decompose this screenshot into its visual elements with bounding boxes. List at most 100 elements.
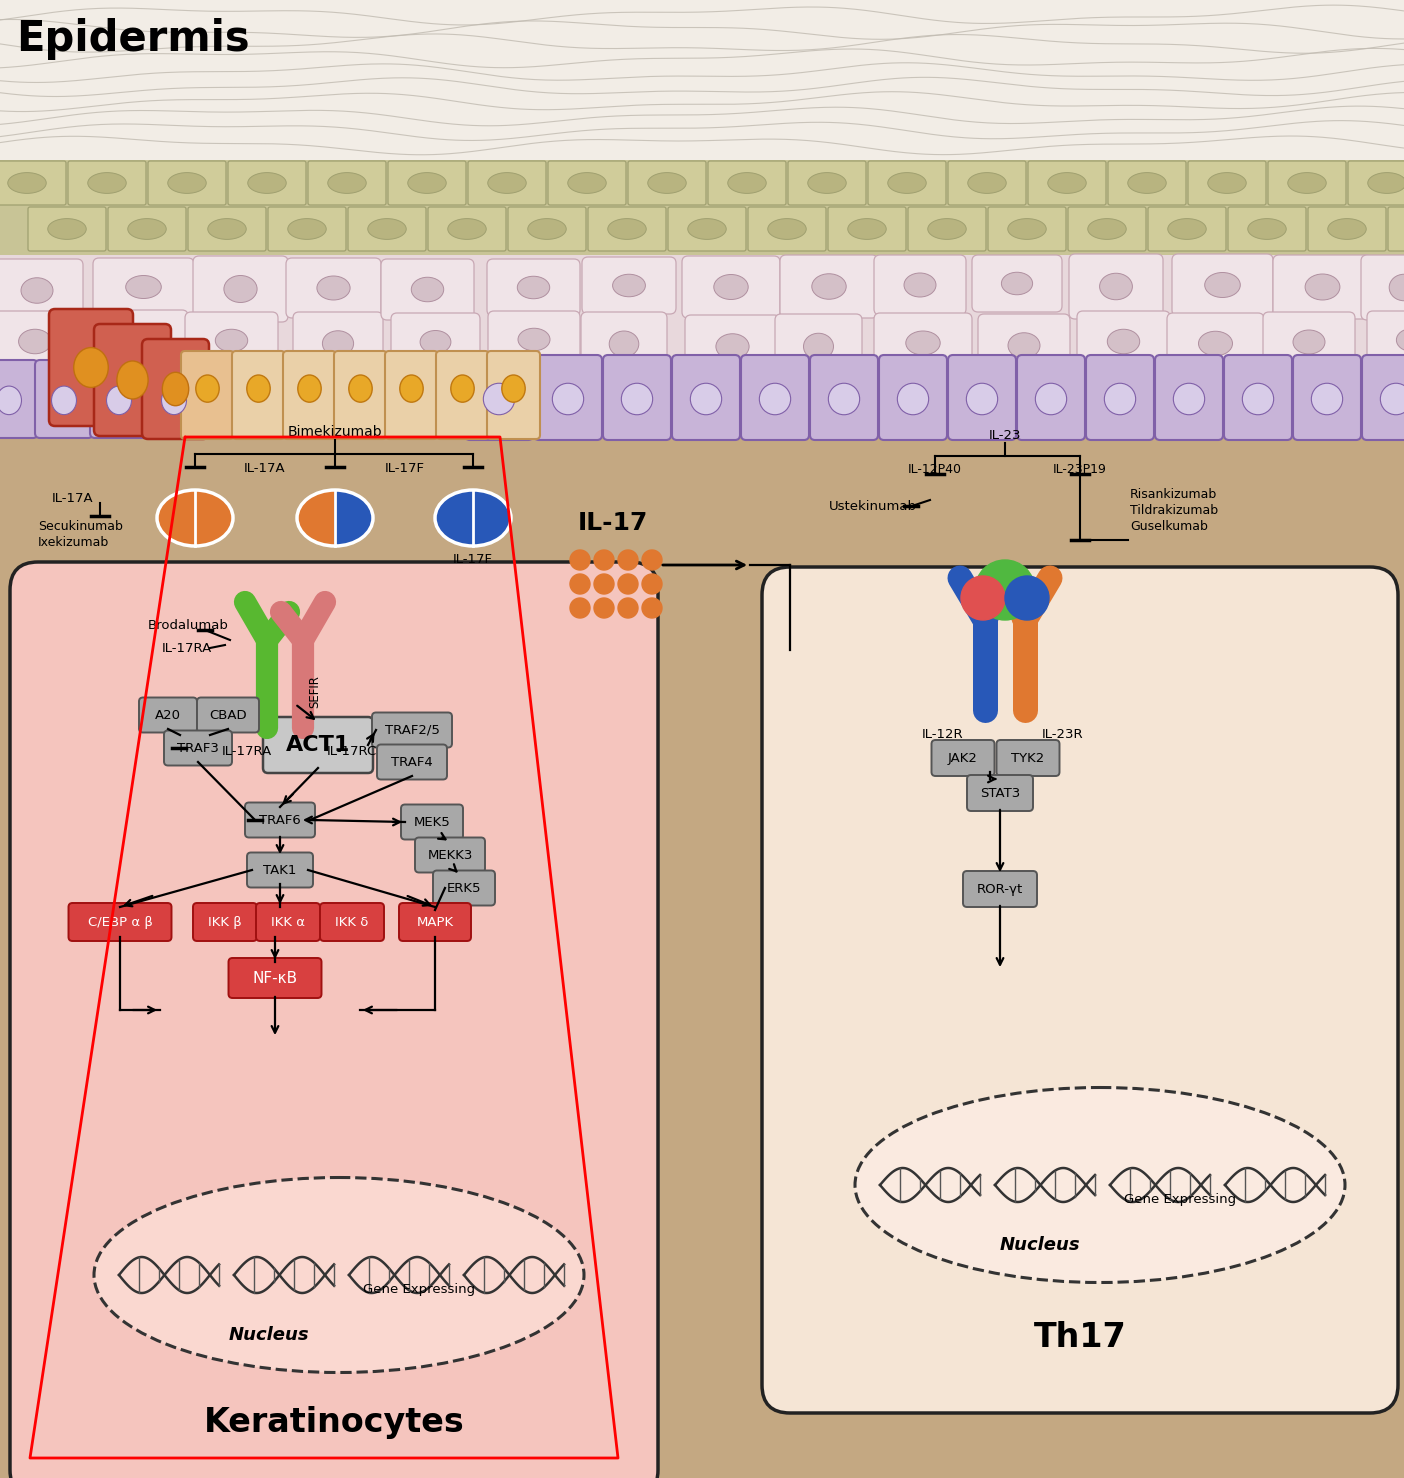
Ellipse shape <box>117 361 147 399</box>
Ellipse shape <box>1105 383 1136 415</box>
FancyBboxPatch shape <box>0 161 66 205</box>
Ellipse shape <box>1199 331 1233 356</box>
Ellipse shape <box>1248 219 1286 239</box>
Circle shape <box>594 599 614 618</box>
Circle shape <box>594 573 614 594</box>
FancyBboxPatch shape <box>35 361 93 437</box>
FancyBboxPatch shape <box>465 355 534 440</box>
Ellipse shape <box>24 386 53 409</box>
Ellipse shape <box>215 330 247 352</box>
FancyBboxPatch shape <box>602 355 671 440</box>
FancyBboxPatch shape <box>967 774 1033 811</box>
Text: IKK α: IKK α <box>271 915 305 928</box>
Ellipse shape <box>1400 387 1404 411</box>
Text: ACT1: ACT1 <box>286 735 350 755</box>
Ellipse shape <box>1207 173 1247 194</box>
Polygon shape <box>473 491 511 545</box>
Ellipse shape <box>1328 219 1366 239</box>
Text: Nucleus: Nucleus <box>1000 1236 1080 1253</box>
FancyBboxPatch shape <box>402 804 463 840</box>
Ellipse shape <box>1108 330 1140 353</box>
FancyBboxPatch shape <box>229 958 322 998</box>
FancyBboxPatch shape <box>247 853 313 887</box>
Ellipse shape <box>52 386 76 415</box>
Ellipse shape <box>848 219 886 239</box>
FancyBboxPatch shape <box>246 803 314 838</box>
Ellipse shape <box>804 386 840 409</box>
FancyBboxPatch shape <box>868 161 946 205</box>
FancyBboxPatch shape <box>1077 367 1172 429</box>
Circle shape <box>594 550 614 571</box>
Ellipse shape <box>966 383 998 415</box>
FancyBboxPatch shape <box>185 312 278 370</box>
Ellipse shape <box>208 219 246 239</box>
Text: IL-17F: IL-17F <box>385 463 425 474</box>
Ellipse shape <box>0 386 21 415</box>
Ellipse shape <box>1008 333 1040 358</box>
Ellipse shape <box>928 219 966 239</box>
Ellipse shape <box>288 219 326 239</box>
FancyBboxPatch shape <box>487 350 541 439</box>
FancyBboxPatch shape <box>1273 256 1372 319</box>
Ellipse shape <box>807 173 847 194</box>
Ellipse shape <box>501 375 525 402</box>
FancyBboxPatch shape <box>483 368 583 433</box>
FancyBboxPatch shape <box>372 712 452 748</box>
Text: Bimekizumab: Bimekizumab <box>288 426 382 439</box>
FancyBboxPatch shape <box>1148 207 1226 251</box>
FancyBboxPatch shape <box>1028 161 1106 205</box>
FancyBboxPatch shape <box>1164 368 1252 426</box>
Text: TRAF3: TRAF3 <box>177 742 219 754</box>
FancyBboxPatch shape <box>388 370 484 427</box>
Ellipse shape <box>828 383 859 415</box>
FancyBboxPatch shape <box>197 698 258 733</box>
Circle shape <box>570 599 590 618</box>
FancyBboxPatch shape <box>142 338 209 439</box>
FancyBboxPatch shape <box>181 350 234 439</box>
Text: Tildrakizumab: Tildrakizumab <box>1130 504 1219 516</box>
Ellipse shape <box>1311 383 1342 415</box>
Text: IL-17RA: IL-17RA <box>161 641 212 655</box>
FancyBboxPatch shape <box>741 355 809 440</box>
Ellipse shape <box>716 334 750 359</box>
FancyBboxPatch shape <box>487 259 580 316</box>
FancyBboxPatch shape <box>875 256 966 315</box>
Text: TRAF6: TRAF6 <box>260 813 300 826</box>
FancyBboxPatch shape <box>93 259 194 316</box>
Text: ERK5: ERK5 <box>446 881 482 894</box>
Ellipse shape <box>94 1178 584 1373</box>
Ellipse shape <box>897 383 928 415</box>
FancyBboxPatch shape <box>1389 207 1404 251</box>
Ellipse shape <box>1397 328 1404 352</box>
Circle shape <box>618 573 637 594</box>
Ellipse shape <box>128 219 166 239</box>
FancyBboxPatch shape <box>390 313 480 371</box>
FancyBboxPatch shape <box>1268 367 1353 432</box>
FancyBboxPatch shape <box>286 259 380 318</box>
Ellipse shape <box>483 383 515 415</box>
FancyBboxPatch shape <box>1360 256 1404 321</box>
Circle shape <box>570 573 590 594</box>
Bar <box>0 160 1404 256</box>
Bar <box>0 0 1404 160</box>
Circle shape <box>642 599 663 618</box>
Ellipse shape <box>420 331 451 353</box>
Ellipse shape <box>612 275 646 297</box>
Ellipse shape <box>528 219 566 239</box>
Ellipse shape <box>1296 386 1325 412</box>
FancyBboxPatch shape <box>988 207 1066 251</box>
Polygon shape <box>435 491 473 545</box>
FancyBboxPatch shape <box>256 903 320 941</box>
Text: JAK2: JAK2 <box>948 751 979 764</box>
Ellipse shape <box>1001 272 1032 294</box>
Ellipse shape <box>418 387 452 409</box>
Text: NF-κB: NF-κB <box>253 971 298 986</box>
Ellipse shape <box>8 173 46 194</box>
Ellipse shape <box>1088 219 1126 239</box>
FancyBboxPatch shape <box>227 161 306 205</box>
Text: Gene Expressing: Gene Expressing <box>1125 1193 1236 1206</box>
FancyBboxPatch shape <box>489 310 580 368</box>
FancyBboxPatch shape <box>164 730 232 766</box>
FancyBboxPatch shape <box>1268 161 1346 205</box>
Ellipse shape <box>768 219 806 239</box>
